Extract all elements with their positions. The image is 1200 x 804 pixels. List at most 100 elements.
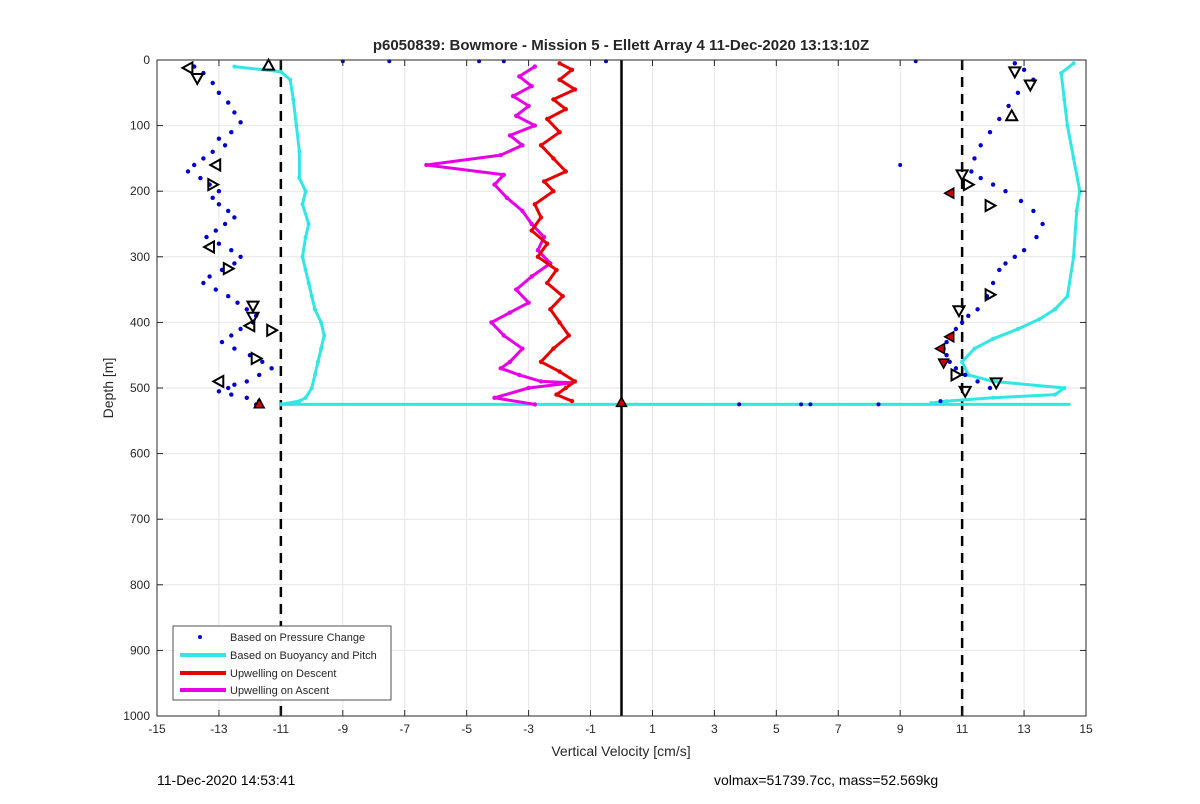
- buoyancy-point: [944, 399, 949, 404]
- legend-ascent-label: Upwelling on Ascent: [230, 685, 329, 697]
- legend: Based on Pressure Change Based on Buoyan…: [172, 625, 392, 701]
- pressure-point: [226, 100, 231, 105]
- pressure-point: [244, 395, 249, 400]
- pressure-point: [198, 175, 203, 181]
- x-tick-label: -15: [148, 722, 166, 736]
- buoyancy-point: [309, 294, 314, 299]
- x-tick-label: 1: [649, 722, 656, 736]
- ascent-upwelling-point: [532, 123, 537, 128]
- filled-triangle-marker: [252, 397, 266, 409]
- hollow-triangle-marker: [190, 73, 205, 86]
- buoyancy-point: [303, 395, 308, 400]
- descent-upwelling-point: [563, 169, 568, 174]
- pressure-point: [1006, 103, 1011, 109]
- pressure-point: [997, 267, 1002, 273]
- buoyancy-point: [297, 149, 302, 154]
- hollow-triangle-marker: [984, 287, 998, 302]
- ascent-upwelling-point: [514, 287, 519, 292]
- descent-upwelling-point: [538, 143, 544, 148]
- legend-buoyancy-label: Based on Buoyancy and Pitch: [230, 650, 377, 662]
- buoyancy-point: [232, 64, 237, 69]
- x-tick-label: 15: [1079, 722, 1093, 736]
- hollow-triangle-marker: [211, 374, 225, 389]
- x-tick-label: 13: [1017, 722, 1031, 736]
- pressure-point: [219, 339, 225, 345]
- buoyancy-point: [1071, 61, 1076, 66]
- y-tick-label: 800: [130, 578, 150, 592]
- y-tick-label: 1000: [123, 709, 150, 723]
- pressure-point: [222, 143, 228, 148]
- y-tick-label: 900: [130, 643, 150, 657]
- ascent-upwelling-point: [504, 195, 510, 200]
- descent-upwelling-point: [566, 333, 572, 338]
- legend-pressure-label: Based on Pressure Change: [230, 632, 365, 644]
- pressure-point: [213, 228, 218, 233]
- pressure-point: [1018, 198, 1024, 204]
- descent-upwelling-point: [557, 77, 562, 82]
- buoyancy-point: [303, 189, 308, 194]
- buoyancy-point: [312, 372, 317, 377]
- ascent-upwelling-point: [424, 162, 429, 168]
- buoyancy-point: [991, 395, 996, 400]
- pressure-point: [185, 169, 191, 174]
- buoyancy-point: [991, 336, 996, 341]
- buoyancy-point: [1065, 123, 1070, 128]
- descent-upwelling-point: [563, 107, 568, 112]
- ascent-upwelling-point: [498, 366, 503, 371]
- pressure-point: [969, 169, 974, 174]
- y-tick-label: 0: [143, 53, 150, 67]
- pressure-point: [222, 221, 228, 227]
- pressure-point: [972, 156, 977, 161]
- chart-title: p6050839: Bowmore - Mission 5 - Ellett A…: [373, 37, 869, 54]
- pressure-point: [201, 156, 206, 161]
- ascent-upwelling-point: [514, 113, 519, 119]
- pressure-point: [944, 339, 949, 345]
- buoyancy-point: [306, 222, 311, 226]
- filled-triangle-marker: [943, 330, 955, 344]
- buoyancy-point: [319, 346, 324, 351]
- descent-upwelling-point: [569, 67, 575, 73]
- buoyancy-point: [1053, 307, 1057, 312]
- buoyancy-point: [297, 176, 302, 181]
- buoyancy-point: [297, 399, 302, 404]
- pressure-point: [232, 261, 237, 266]
- hollow-triangle-marker: [1023, 79, 1038, 93]
- x-tick-label: 9: [897, 722, 904, 736]
- buoyancy-point: [1053, 392, 1057, 397]
- pressure-point: [1021, 67, 1027, 73]
- descent-upwelling-point: [563, 385, 568, 391]
- x-tick-label: 5: [773, 722, 780, 736]
- reference-lines: [279, 60, 964, 716]
- buoyancy-point: [1037, 317, 1042, 322]
- ascent-upwelling-point: [489, 320, 494, 325]
- axes-box: [156, 59, 1087, 717]
- descent-upwelling-point: [532, 202, 537, 207]
- ascent-upwelling-point: [507, 359, 513, 364]
- hollow-triangle-marker: [250, 351, 264, 366]
- pressure-point-outlier: [808, 402, 813, 407]
- hollow-triangle-marker: [266, 323, 280, 338]
- pressure-point: [192, 162, 197, 168]
- ascent-upwelling-point: [532, 402, 537, 407]
- buoyancy-point: [319, 320, 324, 325]
- pressure-point: [260, 359, 265, 364]
- hollow-triangle-marker: [1004, 108, 1019, 122]
- pressure-point: [1012, 61, 1017, 66]
- buoyancy-point: [278, 402, 283, 407]
- buoyancy-point: [1065, 294, 1070, 299]
- ascent-upwelling-point: [529, 274, 534, 279]
- pressure-point: [1021, 248, 1027, 253]
- pressure-point: [1031, 208, 1036, 214]
- buoyancy-point: [303, 267, 308, 272]
- ascent-upwelling-point: [535, 248, 541, 253]
- pressure-point: [229, 130, 234, 135]
- footer-volmax-mass: volmax=51739.7cc, mass=52.569kg: [714, 772, 939, 788]
- descent-upwelling-point: [545, 241, 550, 246]
- descent-upwelling-point: [535, 254, 541, 259]
- x-tick-label: 11: [956, 722, 969, 736]
- pressure-point: [1003, 189, 1008, 194]
- buoyancy-point: [322, 333, 327, 338]
- y-tick-label: 600: [130, 447, 150, 461]
- ascent-upwelling-point: [520, 346, 525, 351]
